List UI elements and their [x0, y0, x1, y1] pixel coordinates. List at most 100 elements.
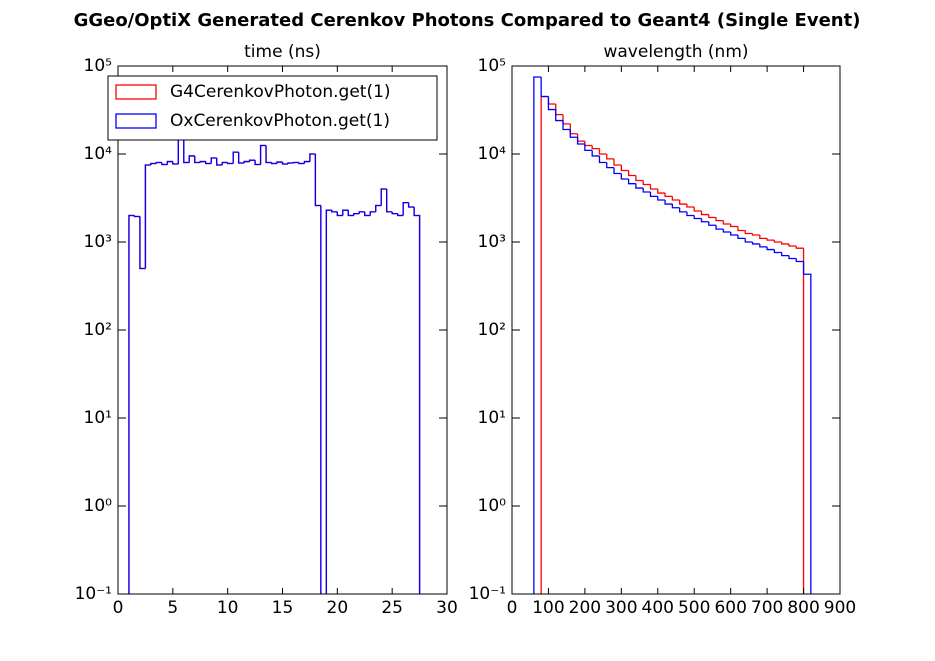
histogram-step [642, 188, 651, 193]
histogram-step [391, 211, 398, 215]
histogram-step [613, 167, 622, 175]
histogram-step [375, 204, 382, 212]
histogram-step [194, 155, 201, 164]
histogram-step [232, 151, 239, 164]
histogram-step [591, 150, 600, 157]
x-tick-label: 700 [751, 598, 783, 618]
histogram-step [664, 200, 673, 205]
histogram-step [700, 218, 709, 223]
histogram-step [166, 160, 173, 165]
histogram-step [547, 96, 556, 111]
histogram-step [397, 213, 404, 217]
subplot-title: time (ns) [244, 42, 321, 62]
histogram-step [221, 161, 228, 165]
histogram-step [336, 211, 343, 217]
histogram-step [364, 211, 371, 217]
histogram-step [635, 183, 644, 189]
x-tick-label: 30 [436, 598, 458, 618]
x-tick-label: 15 [272, 598, 294, 618]
y-tick-label: 10⁵ [84, 56, 112, 76]
x-tick-label: 25 [381, 598, 403, 618]
histogram-step [730, 231, 738, 236]
histogram-step [265, 145, 272, 164]
histogram-step [227, 162, 234, 165]
histogram-step [287, 162, 294, 164]
y-tick-label: 10⁻¹ [75, 584, 112, 604]
histogram-step [369, 211, 376, 216]
x-tick-label: 0 [507, 598, 518, 618]
histogram-step [562, 120, 571, 131]
x-tick-label: 5 [167, 598, 178, 618]
histogram-step [606, 154, 615, 160]
y-tick-label: 10⁻¹ [469, 584, 506, 604]
histogram-step [413, 206, 421, 594]
histogram-step [613, 158, 622, 166]
histogram-step [237, 152, 245, 164]
histogram-step [649, 184, 658, 190]
histogram-step [802, 261, 812, 594]
histogram-step [671, 204, 680, 209]
histogram-step [139, 216, 146, 270]
x-tick-label: 800 [787, 598, 819, 618]
histogram-step [342, 209, 349, 216]
histogram-step [620, 164, 629, 172]
legend-swatch [115, 84, 157, 100]
histogram-step [569, 129, 578, 138]
histogram-step [254, 160, 261, 166]
histogram-step [358, 211, 365, 214]
histogram-step [620, 173, 629, 180]
histogram-step [751, 233, 760, 236]
histogram-step [635, 175, 644, 182]
x-tick-label: 600 [714, 598, 746, 618]
x-tick-label: 100 [532, 598, 564, 618]
histogram-step [795, 258, 804, 263]
legend-label: OxCerenkovPhoton.get(1) [170, 111, 390, 131]
histogram-step [281, 162, 288, 165]
x-tick-label: 300 [605, 598, 637, 618]
subplot-title: wavelength (nm) [603, 42, 748, 62]
histogram-step [598, 148, 607, 155]
histogram-step [205, 161, 212, 165]
histogram-step [303, 160, 310, 164]
histogram-step [347, 210, 354, 217]
y-tick-label: 10³ [478, 232, 506, 252]
histogram-step [730, 224, 738, 228]
histogram-step [270, 162, 278, 165]
legend-box [107, 75, 438, 141]
histogram-step [555, 109, 564, 122]
histogram-step [144, 164, 151, 269]
histogram-step [259, 144, 267, 165]
histogram-step [155, 161, 162, 164]
histogram-step [380, 188, 387, 206]
y-tick-label: 10⁴ [84, 144, 113, 164]
y-tick-label: 10⁴ [478, 144, 507, 164]
histogram-step [802, 248, 805, 594]
y-tick-label: 10³ [84, 232, 112, 252]
histogram-step [657, 189, 666, 194]
histogram-step [402, 202, 409, 216]
histogram-step [788, 255, 797, 260]
histogram-step [678, 207, 687, 213]
histogram-step [540, 76, 549, 98]
legend-swatch [115, 113, 157, 129]
histogram-step [276, 161, 283, 164]
histogram-step [744, 238, 753, 243]
histogram-step [737, 226, 746, 232]
histogram-step [693, 215, 702, 220]
histogram-step [795, 246, 804, 249]
y-tick-label: 10¹ [478, 408, 506, 428]
plot-area [533, 76, 812, 594]
histogram-step [722, 220, 731, 225]
histogram-step [671, 196, 680, 201]
histogram-step [708, 221, 717, 226]
y-tick-label: 10⁰ [84, 496, 113, 516]
histogram-step [314, 154, 321, 207]
y-tick-label: 10² [84, 320, 112, 340]
histogram-step [715, 217, 724, 222]
histogram-step [686, 211, 695, 217]
histogram-step [248, 159, 256, 162]
histogram-step [331, 210, 338, 213]
histogram-step [606, 162, 615, 169]
